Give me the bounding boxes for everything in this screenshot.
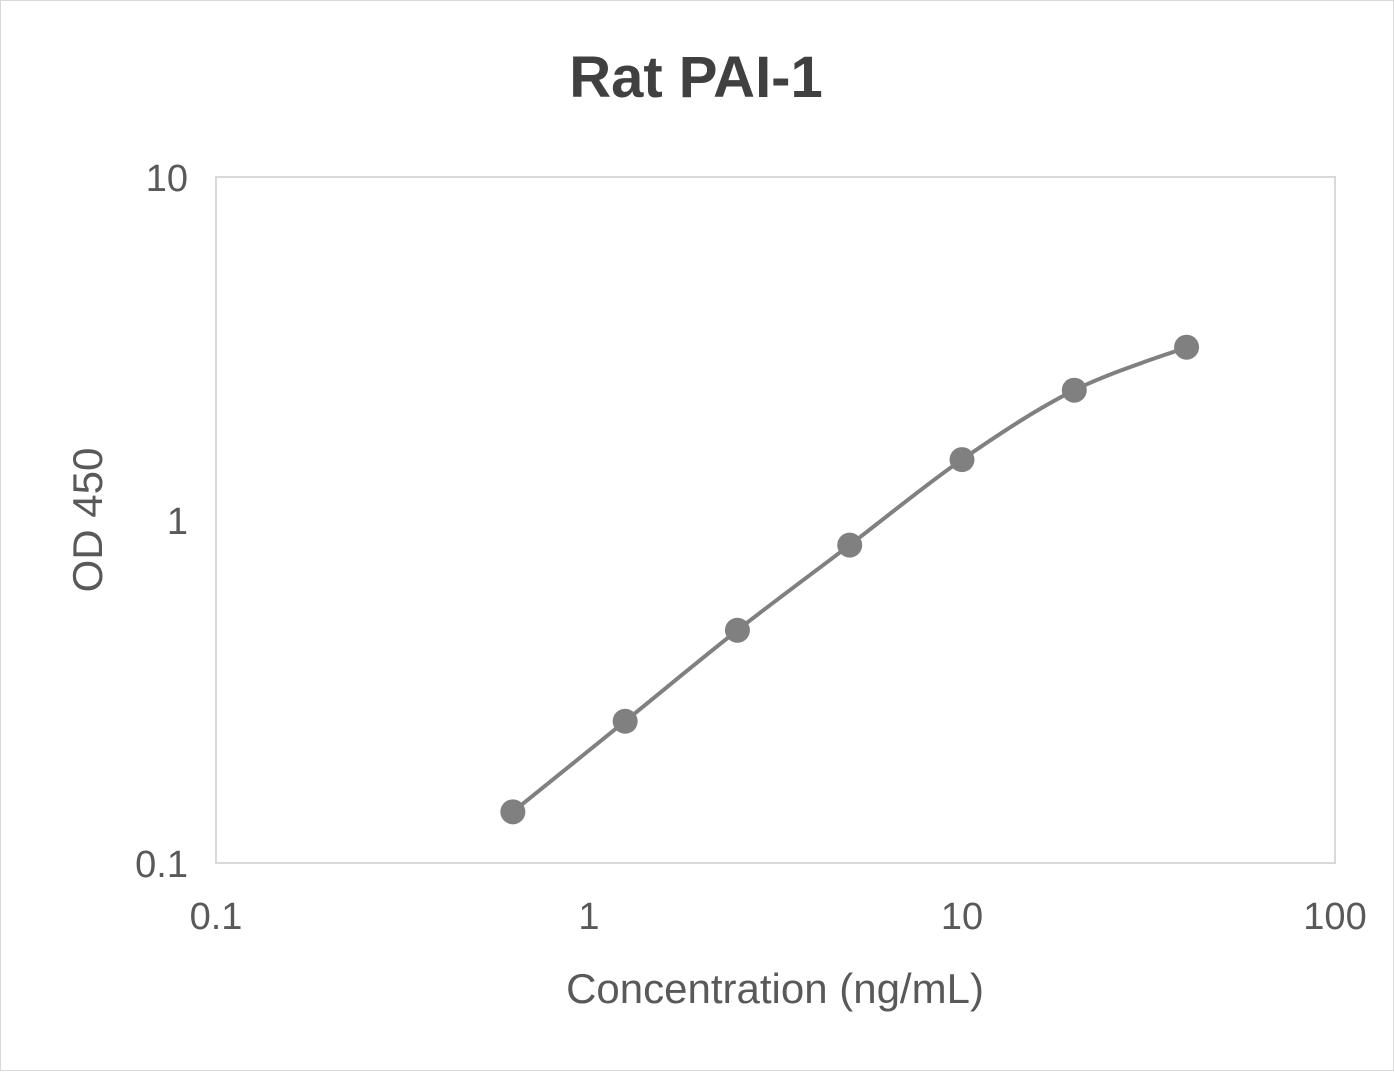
y-tick-label: 0.1 [135,844,188,886]
x-tick-label: 1 [578,896,599,938]
y-tick-label: 1 [167,501,188,543]
data-point [949,447,975,473]
x-tick-label: 10 [941,896,983,938]
data-point [612,708,638,734]
data-point [1061,377,1087,403]
data-point [1174,334,1200,360]
data-point [724,617,750,643]
y-axis-label: OD 450 [64,448,111,593]
series-line [511,345,1188,814]
data-point [837,532,863,558]
x-axis-label: Concentration (ng/mL) [566,965,984,1012]
x-tick-label: 100 [1303,896,1366,938]
data-point [500,799,526,825]
y-tick-label: 10 [146,158,188,200]
x-tick-label: 0.1 [190,896,243,938]
plot-area [215,176,1336,864]
chart-title: Rat PAI-1 [569,45,823,110]
